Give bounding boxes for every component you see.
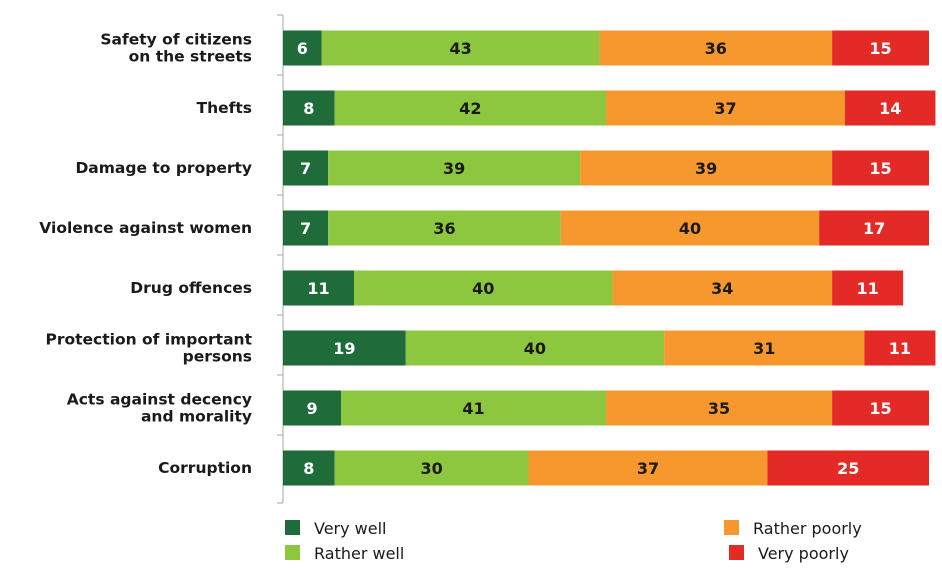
legend-label: Rather poorly — [753, 519, 862, 538]
bar-segment — [334, 450, 529, 486]
category-label: Violence against women — [39, 219, 252, 237]
category-label: Corruption — [158, 459, 252, 477]
bar-segment — [283, 90, 335, 126]
bar-segment — [354, 270, 613, 306]
data-label: 11 — [307, 279, 329, 298]
category-label: Thefts — [197, 99, 253, 117]
data-label: 14 — [879, 99, 901, 118]
legend: Very well Rather well Rather poorly Very po… — [285, 519, 862, 563]
bar-segment — [341, 390, 606, 426]
legend-label: Very poorly — [758, 544, 849, 563]
data-label: 17 — [863, 219, 885, 238]
bar-segment — [819, 210, 929, 246]
data-label: 7 — [300, 219, 311, 238]
data-label: 42 — [459, 99, 481, 118]
bar-segments: 6 43 36 15 8 42 37 14 7 39 39 15 7 36 40 17 11 40 34 11 19 40… — [283, 30, 936, 486]
category-label: Safety of citizens — [100, 31, 252, 49]
data-label: 37 — [637, 459, 659, 478]
bar-segment — [283, 450, 335, 486]
bar-segment — [580, 150, 833, 186]
data-label: 8 — [303, 99, 314, 118]
data-label: 15 — [869, 39, 891, 58]
data-label: 40 — [679, 219, 701, 238]
data-label: 43 — [450, 39, 472, 58]
bar-segment — [767, 450, 929, 486]
bar-segment — [612, 270, 833, 306]
data-label: 39 — [443, 159, 465, 178]
data-label: 9 — [306, 399, 317, 418]
data-label: 36 — [433, 219, 455, 238]
data-label: 37 — [714, 99, 736, 118]
data-label: 11 — [856, 279, 878, 298]
category-axis — [277, 14, 284, 504]
data-label: 6 — [297, 39, 308, 58]
legend-swatch — [724, 520, 739, 535]
bar-segment — [832, 30, 929, 66]
category-label: on the streets — [129, 48, 252, 66]
bar-segment — [832, 150, 929, 186]
data-label: 15 — [869, 399, 891, 418]
data-label: 34 — [711, 279, 733, 298]
data-label: 15 — [869, 159, 891, 178]
bar-segment — [283, 30, 322, 66]
bar-segment — [599, 30, 833, 66]
data-label: 41 — [462, 399, 484, 418]
legend-swatch — [285, 545, 300, 560]
bar-segment — [283, 330, 406, 366]
category-label: Damage to property — [75, 159, 252, 177]
data-label: 19 — [333, 339, 355, 358]
bar-segment — [334, 90, 606, 126]
bar-segment — [864, 330, 936, 366]
bar-segment — [328, 150, 581, 186]
data-label: 35 — [708, 399, 730, 418]
bar-segment — [283, 150, 329, 186]
data-label: 11 — [889, 339, 911, 358]
data-label: 25 — [837, 459, 859, 478]
bar-segment — [283, 390, 342, 426]
data-label: 40 — [472, 279, 494, 298]
data-label: 36 — [705, 39, 727, 58]
legend-swatch — [285, 520, 300, 535]
category-label: Protection of important — [45, 331, 252, 349]
category-label: and morality — [141, 408, 252, 426]
bar-segment — [664, 330, 865, 366]
bar-segment — [560, 210, 820, 246]
data-label: 39 — [695, 159, 717, 178]
bar-segment — [528, 450, 768, 486]
data-label: 30 — [420, 459, 442, 478]
bar-segment — [832, 270, 904, 306]
bar-segment — [606, 390, 833, 426]
category-label: persons — [183, 348, 252, 366]
bar-segment — [845, 90, 936, 126]
bar-segment — [328, 210, 561, 246]
bar-segment — [283, 270, 355, 306]
data-label: 7 — [300, 159, 311, 178]
legend-label: Rather well — [314, 544, 404, 563]
data-label: 8 — [303, 459, 314, 478]
legend-label: Very well — [314, 519, 387, 538]
bar-segment — [321, 30, 600, 66]
data-label: 31 — [753, 339, 775, 358]
bar-segment — [283, 210, 329, 246]
bar-segment — [405, 330, 665, 366]
bar-segment — [606, 90, 846, 126]
category-label: Drug offences — [130, 279, 252, 297]
category-label: Acts against decency — [67, 391, 252, 409]
legend-swatch — [729, 545, 744, 560]
data-label: 40 — [524, 339, 546, 358]
bar-segment — [832, 390, 929, 426]
